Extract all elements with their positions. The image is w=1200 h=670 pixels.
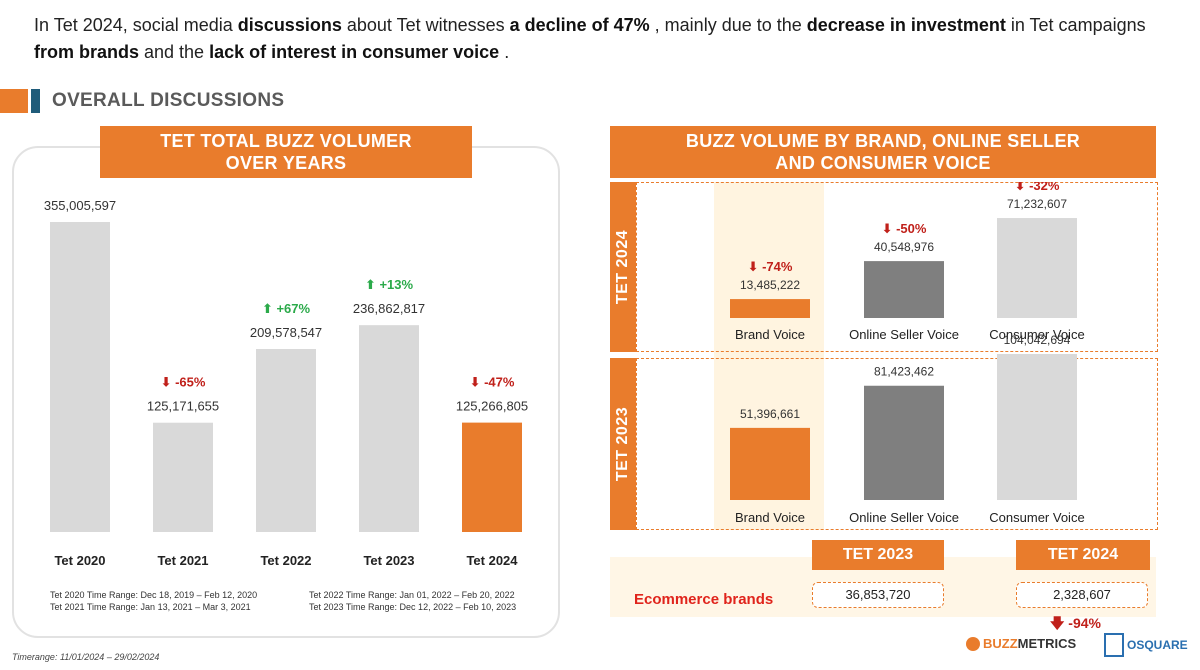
- note-tet2022: Tet 2022 Time Range: Jan 01, 2022 – Feb …: [309, 590, 515, 600]
- bar-consumer-voice: [997, 354, 1077, 500]
- right-header-line2: AND CONSUMER VOICE: [775, 153, 991, 173]
- ecom-change: 🡇 -94%: [1050, 615, 1101, 631]
- voice-buzz-chart: 13,485,222 ⬇ -74% Brand Voice 40,548,976 ⬇ -…: [730, 182, 1085, 525]
- bar-brand-voice: [730, 299, 810, 318]
- category-label: Online Seller Voice: [849, 510, 959, 525]
- section-accent-blue: [31, 89, 40, 113]
- left-chart-header: TET TOTAL BUZZ VOLUMER OVER YEARS: [100, 126, 472, 178]
- right-header-line1: BUZZ VOLUME BY BRAND, ONLINE SELLER: [685, 131, 1081, 151]
- bar-tet-2024: [462, 422, 522, 532]
- category-label: Brand Voice: [735, 327, 805, 342]
- value-label: 71,232,607: [1007, 197, 1067, 211]
- value-label: 125,171,655: [147, 399, 219, 414]
- osquare-logo: OSQUARE: [1104, 633, 1188, 657]
- left-header-line1: TET TOTAL BUZZ VOLUMER: [160, 131, 412, 151]
- category-label: Tet 2022: [260, 553, 311, 568]
- arrow-down-icon: ⬇ -47%: [470, 375, 515, 390]
- category-label: Online Seller Voice: [849, 327, 959, 342]
- bar-online-seller-voice: [864, 385, 944, 500]
- note-tet2023: Tet 2023 Time Range: Dec 12, 2022 – Feb …: [309, 602, 517, 612]
- value-label: 81,423,462: [874, 365, 934, 379]
- bar-tet-2022: [256, 348, 316, 532]
- buzz-text: BUZZ: [983, 636, 1018, 651]
- value-label: 104,042,694: [1004, 333, 1071, 347]
- bar-brand-voice: [730, 427, 810, 500]
- note-tet2021: Tet 2021 Time Range: Jan 13, 2021 – Mar …: [50, 602, 251, 612]
- right-chart-header: BUZZ VOLUME BY BRAND, ONLINE SELLER AND …: [610, 126, 1156, 178]
- time-range-notes-b: Tet 2022 Time Range: Jan 01, 2022 – Feb …: [309, 589, 516, 613]
- value-label: 51,396,661: [740, 407, 800, 421]
- tet2023-row-box: [636, 358, 1158, 530]
- category-label: Tet 2021: [157, 553, 208, 568]
- arrow-down-icon: ⬇ -65%: [161, 375, 206, 390]
- bar-tet-2020: [50, 222, 110, 532]
- tet2024-row-box: [636, 182, 1158, 352]
- value-label: 125,266,805: [456, 399, 528, 414]
- value-label: 40,548,976: [874, 240, 934, 254]
- value-label: 236,862,817: [353, 301, 425, 316]
- buzzmetrics-logo: BUZZ METRICS: [966, 636, 1076, 651]
- ecom-value-tet2024: 2,328,607: [1016, 582, 1148, 608]
- bar-tet-2023: [359, 325, 419, 532]
- category-label: Tet 2024: [466, 553, 518, 568]
- total-buzz-chart: 355,005,597 Tet 2020 125,171,655 ⬇ -65% Tet …: [44, 198, 528, 568]
- arrow-down-icon: ⬇ -74%: [748, 259, 793, 274]
- ecommerce-brands-label: Ecommerce brands: [634, 591, 774, 608]
- category-label: Consumer Voice: [989, 327, 1084, 342]
- arrow-down-icon: ⬇ -32%: [1015, 182, 1060, 193]
- ecom-value-tet2023: 36,853,720: [812, 582, 944, 608]
- value-label: 13,485,222: [740, 278, 800, 292]
- category-label: Consumer Voice: [989, 510, 1084, 525]
- buzzmetrics-icon: [966, 636, 980, 651]
- arrow-up-icon: ⬆ +67%: [262, 301, 311, 316]
- value-label: 355,005,597: [44, 198, 116, 213]
- bar-tet-2021: [153, 422, 213, 532]
- note-tet2020: Tet 2020 Time Range: Dec 18, 2019 – Feb …: [50, 590, 258, 600]
- tet2023-row-label: TET 2023: [610, 358, 636, 530]
- arrow-down-icon: 🡇: [1050, 615, 1065, 631]
- section-accent-orange: [0, 89, 28, 113]
- value-label: 209,578,547: [250, 325, 322, 340]
- time-range-notes-a: Tet 2020 Time Range: Dec 18, 2019 – Feb …: [50, 589, 257, 613]
- arrow-up-icon: ⬆ +13%: [365, 277, 414, 292]
- left-header-line2: OVER YEARS: [225, 153, 347, 173]
- timerange: Timerange: 11/01/2024 – 29/02/2024: [12, 652, 160, 662]
- category-label: Tet 2020: [54, 553, 105, 568]
- category-label: Brand Voice: [735, 510, 805, 525]
- ecom-col-tet2024: TET 2024: [1016, 540, 1150, 570]
- tet2024-row-label: TET 2024: [610, 182, 636, 352]
- arrow-down-icon: ⬇ -50%: [882, 221, 927, 236]
- bar-consumer-voice: [997, 218, 1077, 318]
- osquare-icon: [1104, 633, 1124, 657]
- category-label: Tet 2023: [363, 553, 414, 568]
- section-title: OVERALL DISCUSSIONS: [52, 90, 285, 111]
- metrics-text: METRICS: [1017, 636, 1077, 651]
- intro-text: In Tet 2024, social media discussions ab…: [34, 15, 1146, 62]
- bar-online-seller-voice: [864, 261, 944, 318]
- ecom-col-tet2023: TET 2023: [812, 540, 944, 570]
